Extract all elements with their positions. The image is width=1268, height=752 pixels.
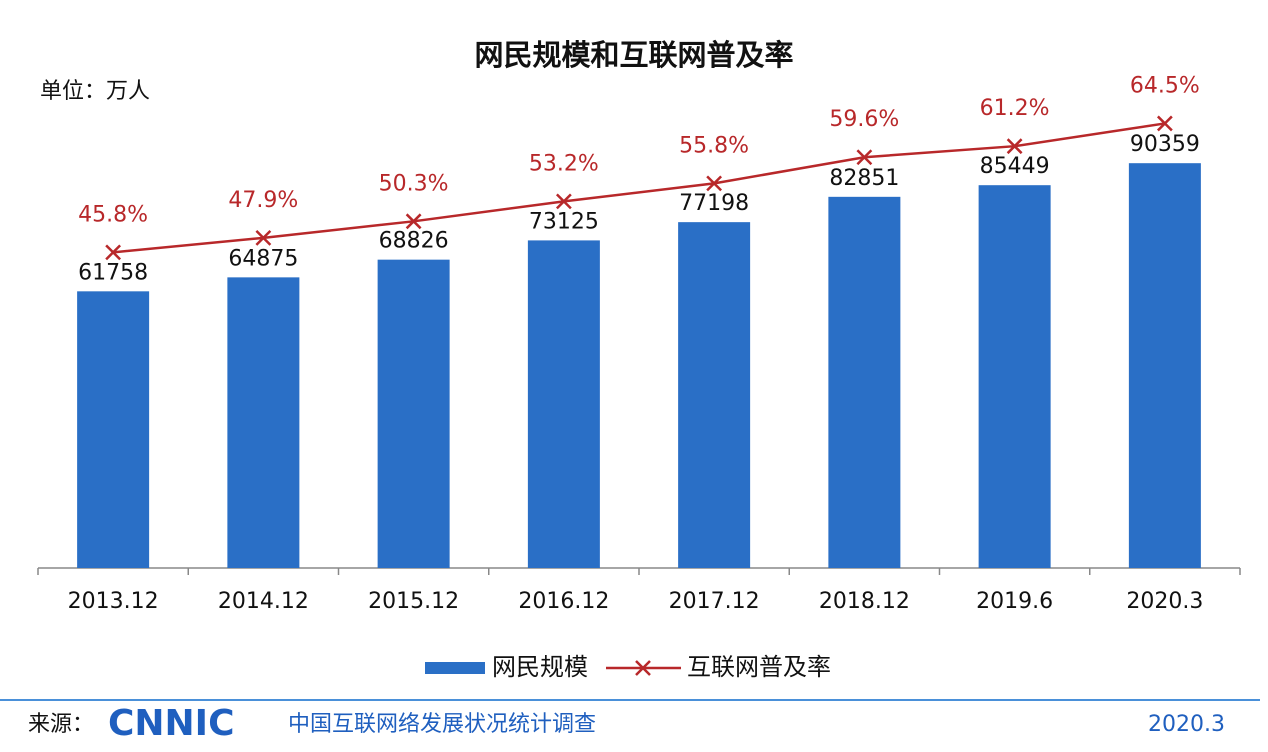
marker	[255, 229, 272, 246]
marker	[1006, 138, 1023, 155]
x-tick-label: 2020.3	[1126, 589, 1203, 614]
line	[113, 122, 1166, 254]
bar-value-label: 73125	[529, 209, 599, 234]
bar	[527, 240, 600, 568]
x-tick-label: 2018.12	[819, 589, 910, 614]
legend-marker	[635, 660, 651, 676]
bar	[77, 291, 150, 568]
marker	[856, 149, 873, 166]
source-logo: CNNIC	[108, 703, 235, 744]
marker	[1156, 115, 1173, 132]
line-value-label: 53.2%	[529, 151, 599, 176]
x-tick-label: 2019.6	[976, 589, 1053, 614]
bar	[227, 277, 300, 568]
source-text: 中国互联网络发展状况统计调查	[288, 712, 596, 737]
bar-value-label: 90359	[1130, 132, 1200, 157]
legend-label: 互联网普及率	[687, 653, 831, 681]
chart-title: 网民规模和互联网普及率	[474, 38, 793, 72]
line-value-label: 50.3%	[379, 171, 449, 196]
bar	[377, 259, 450, 568]
line-value-label: 45.8%	[78, 202, 148, 227]
line-value-label: 55.8%	[679, 133, 749, 158]
x-tick-label: 2013.12	[68, 589, 159, 614]
bar-value-label: 82851	[829, 166, 899, 191]
legend-label: 网民规模	[492, 653, 588, 681]
marker	[706, 175, 723, 192]
line-value-label: 61.2%	[980, 96, 1050, 121]
bar-value-label: 68826	[379, 229, 449, 254]
bar-value-label: 85449	[980, 154, 1050, 179]
bar	[678, 222, 751, 568]
x-tick-label: 2017.12	[669, 589, 760, 614]
bar-value-label: 77198	[679, 191, 749, 216]
bar-value-label: 61758	[78, 260, 148, 285]
bar-value-label: 64875	[228, 246, 298, 271]
marker	[105, 244, 122, 261]
x-tick-label: 2016.12	[518, 589, 609, 614]
unit-label: 单位：万人	[40, 79, 150, 104]
x-tick-label: 2014.12	[218, 589, 309, 614]
legend-swatch	[425, 662, 485, 674]
marker	[405, 213, 422, 230]
marker	[555, 193, 572, 210]
source-prefix: 来源：	[28, 712, 94, 737]
line-value-label: 47.9%	[228, 188, 298, 213]
line-value-label: 64.5%	[1130, 73, 1200, 98]
bar	[978, 185, 1051, 568]
x-tick-label: 2015.12	[368, 589, 459, 614]
bar	[828, 196, 901, 568]
date: 2020.3	[1148, 712, 1225, 737]
line-value-label: 59.6%	[829, 107, 899, 132]
bar	[1128, 163, 1201, 568]
